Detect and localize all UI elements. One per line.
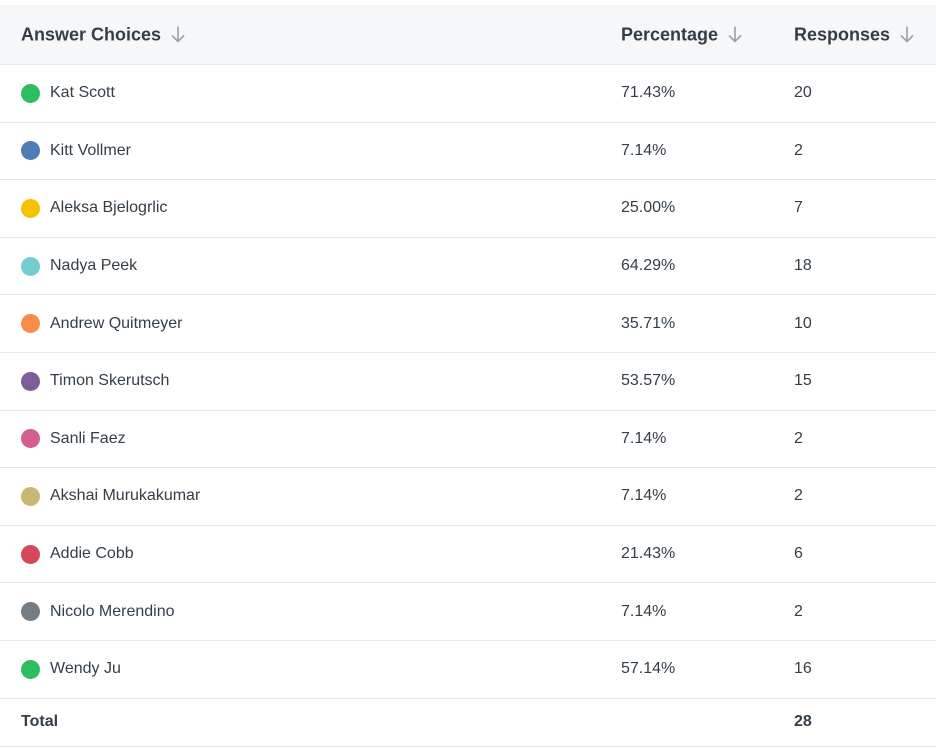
color-dot <box>21 314 40 334</box>
percentage: 7.14% <box>621 429 667 447</box>
answer-label: Sanli Faez <box>50 429 126 447</box>
answer-label: Timon Skerutsch <box>50 372 170 390</box>
color-dot <box>21 602 40 622</box>
responses: 2 <box>794 602 803 620</box>
percentage: 7.14% <box>621 141 667 159</box>
color-dot <box>21 256 40 276</box>
total-row: Total 28 <box>0 698 936 747</box>
total-label: Total <box>21 713 59 730</box>
percentage: 53.57% <box>621 372 676 390</box>
sort-icon <box>900 26 914 43</box>
responses: 10 <box>794 314 812 332</box>
answer-label: Kat Scott <box>50 84 115 102</box>
answer-row: Wendy Ju 57.14% 16 <box>0 641 936 699</box>
color-dot <box>21 429 40 449</box>
responses: 6 <box>794 545 803 563</box>
percentage: 21.43% <box>621 545 676 563</box>
percentage: 57.14% <box>621 660 676 678</box>
answer-row: Aleksa Bjelogrlic 25.00% 7 <box>0 180 936 238</box>
responses: 18 <box>794 257 812 275</box>
percentage: 7.14% <box>621 487 667 505</box>
answer-row: Kat Scott 71.43% 20 <box>0 65 936 123</box>
sort-header[interactable]: Percentage <box>621 24 742 45</box>
color-dot <box>21 141 40 161</box>
percentage: 7.14% <box>621 602 667 620</box>
answer-label: Nicolo Merendino <box>50 602 175 620</box>
sort-header[interactable]: Answer Choices <box>21 24 185 45</box>
responses: 16 <box>794 660 812 678</box>
sort-icon <box>171 26 185 43</box>
header-label: Percentage <box>621 24 719 44</box>
answer-label: Akshai Murukakumar <box>50 487 201 505</box>
header-row: Answer Choices Percentage Responses <box>0 5 936 65</box>
responses: 20 <box>794 84 812 102</box>
answer-row: Sanli Faez 7.14% 2 <box>0 411 936 469</box>
header-label: Answer Choices <box>21 24 162 44</box>
answer-row: Nicolo Merendino 7.14% 2 <box>0 583 936 641</box>
answer-label: Nadya Peek <box>50 257 138 275</box>
responses: 2 <box>794 487 803 505</box>
header-label: Responses <box>794 24 891 44</box>
color-dot <box>21 83 40 103</box>
percentage: 71.43% <box>621 84 676 102</box>
answer-label: Wendy Ju <box>50 660 121 678</box>
color-dot <box>21 544 40 564</box>
sort-icon <box>728 26 742 43</box>
sort-header[interactable]: Responses <box>794 24 914 45</box>
answer-row: Akshai Murukakumar 7.14% 2 <box>0 468 936 526</box>
answer-row: Nadya Peek 64.29% 18 <box>0 238 936 296</box>
percentage: 64.29% <box>621 257 676 275</box>
percentage: 25.00% <box>621 199 676 217</box>
total-value: 28 <box>794 713 812 730</box>
answer-row: Timon Skerutsch 53.57% 15 <box>0 353 936 411</box>
color-dot <box>21 486 40 506</box>
percentage: 35.71% <box>621 314 676 332</box>
answer-row: Addie Cobb 21.43% 6 <box>0 526 936 584</box>
responses: 15 <box>794 372 812 390</box>
answer-row: Kitt Vollmer 7.14% 2 <box>0 123 936 181</box>
color-dot <box>21 198 40 218</box>
responses: 7 <box>794 199 803 217</box>
responses: 2 <box>794 429 803 447</box>
color-dot <box>21 371 40 391</box>
answer-row: Andrew Quitmeyer 35.71% 10 <box>0 295 936 353</box>
responses: 2 <box>794 141 803 159</box>
answer-label: Kitt Vollmer <box>50 141 131 159</box>
answer-label: Aleksa Bjelogrlic <box>50 199 168 217</box>
answer-label: Addie Cobb <box>50 545 134 563</box>
answer-label: Andrew Quitmeyer <box>50 314 183 332</box>
color-dot <box>21 659 40 679</box>
